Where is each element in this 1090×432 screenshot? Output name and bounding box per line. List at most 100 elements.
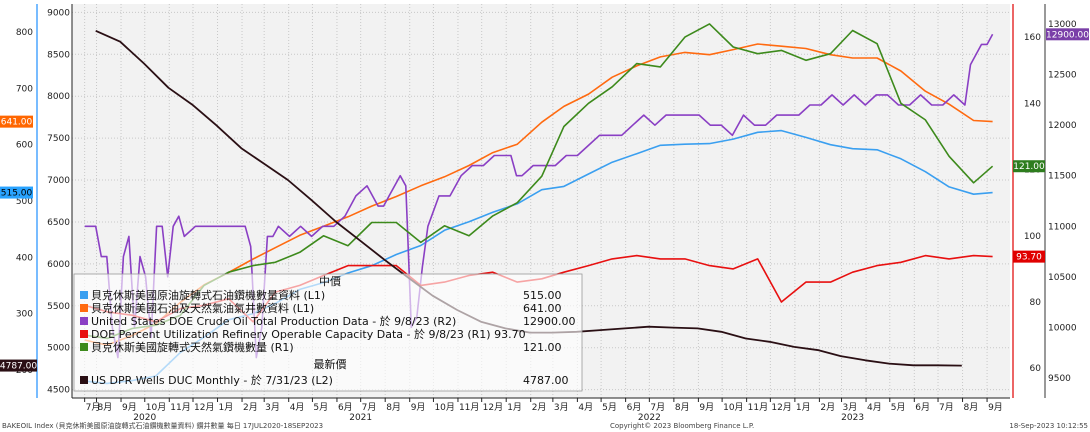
legend-label: US DPR Wells DUC Monthly - 於 7/31/23 (L2… — [91, 373, 333, 387]
tick-label-r2: 12500 — [1048, 71, 1077, 81]
legend-value: 641.00 — [523, 302, 562, 315]
tick-label-r1: 60 — [1030, 364, 1042, 374]
x-tick-label: 6月 — [627, 402, 642, 413]
x-tick-label: 2月 — [820, 402, 835, 413]
x-year-label: 2022 — [638, 413, 661, 423]
x-year-label: 2021 — [349, 413, 372, 423]
tick-label-r2: 10000 — [1048, 323, 1077, 333]
x-tick-label: 10月 — [146, 402, 166, 413]
tick-label-l1: 6000 — [47, 260, 70, 270]
legend-value: 121.00 — [523, 341, 562, 354]
tick-label-l2: 300 — [16, 310, 33, 320]
legend-box — [73, 273, 583, 392]
x-tick-label: 5月 — [602, 402, 617, 413]
tick-label-l1: 5500 — [47, 302, 70, 312]
series-line-2 — [84, 33, 994, 359]
legend-header-last: 最新價 — [314, 357, 347, 371]
legend-header-mid: 中價 — [319, 274, 341, 288]
badge-text: 93.70 — [1016, 253, 1042, 263]
x-tick-label: 3月 — [843, 402, 858, 413]
tick-label-l1: 4500 — [47, 386, 70, 396]
tick-label-r2: 11000 — [1048, 222, 1077, 232]
axes: 4500 5000 5500 6000 6500 7000 7500 8000 8500 9000… — [16, 4, 1077, 399]
footer-timestamp: 18-Sep-2023 10:12:55 — [1009, 422, 1088, 430]
x-tick-label: 1月 — [219, 402, 234, 413]
legend-label: 貝克休斯美國石油及天然氣油氣井數資料 (L1) — [91, 301, 314, 315]
badge-box — [0, 186, 33, 199]
x-tick-label: 9月 — [699, 402, 714, 413]
x-tick-label: 3月 — [265, 402, 280, 413]
legend-value: 12900.00 — [523, 315, 576, 328]
tick-label-r2: 13000 — [1048, 20, 1077, 30]
x-tick-label: 5月 — [313, 402, 328, 413]
tick-label-l1: 5000 — [47, 344, 70, 354]
x-tick-label: 4月 — [290, 402, 305, 413]
x-tick-label: 9月 — [411, 402, 426, 413]
x-tick-label: 7月 — [362, 402, 377, 413]
tick-label-l2: 600 — [16, 141, 33, 151]
x-tick-label: 8月 — [98, 402, 113, 413]
badge-text: 515.00 — [1, 189, 33, 199]
x-tick-label: 2月 — [532, 402, 547, 413]
badge-text: 641.00 — [1, 118, 33, 128]
tick-label-l2: 700 — [16, 84, 33, 94]
footer-copyright: Copyright© 2023 Bloomberg Finance L.P. — [610, 422, 754, 430]
x-tick-label: 1月 — [796, 402, 811, 413]
tick-label-l1: 6500 — [47, 218, 70, 228]
tick-label-r2: 11500 — [1048, 172, 1077, 182]
x-year-label: 2020 — [133, 413, 156, 423]
tick-label-r2: 9500 — [1048, 374, 1071, 384]
tick-label-l1: 7000 — [47, 176, 70, 186]
tick-label-r1: 80 — [1030, 298, 1042, 308]
legend-swatch — [80, 291, 88, 299]
tick-label-l2: 400 — [16, 253, 33, 263]
x-tick-label: 7月 — [939, 402, 954, 413]
tick-label-r2: 12000 — [1048, 121, 1077, 131]
legend-swatch — [80, 317, 88, 325]
tick-label-r1: 100 — [1024, 232, 1041, 242]
x-tick-label: 4月 — [867, 402, 882, 413]
legend-swatch — [80, 304, 88, 312]
x-tick-label: 9月 — [122, 402, 137, 413]
badge-text: 121.00 — [1013, 162, 1045, 172]
tick-label-l1: 8000 — [47, 92, 70, 102]
tick-label-l1: 7500 — [47, 134, 70, 144]
legend-swatch — [80, 330, 88, 338]
x-tick-label: 12月 — [483, 402, 503, 413]
axis-value-badges: 641.00 515.00 4787.00 12900.00 121.00 93.70 — [0, 28, 1089, 372]
x-tick-label: 3月 — [554, 402, 569, 413]
legend-label: DOE Percent Utilization Refinery Operabl… — [91, 327, 526, 341]
x-tick-label: 12月 — [194, 402, 214, 413]
tick-label-l1: 8500 — [47, 50, 70, 60]
x-tick-label: 11月 — [748, 402, 768, 413]
x-tick-label: 9月 — [988, 402, 1003, 413]
badge-text: 4787.00 — [0, 362, 37, 372]
badge-box — [1013, 250, 1045, 263]
x-tick-label: 11月 — [459, 402, 479, 413]
tick-label-r1: 140 — [1024, 99, 1041, 109]
badge-text: 12900.00 — [1046, 30, 1089, 40]
x-tick-label: 8月 — [675, 402, 690, 413]
tick-label-l2: 500 — [16, 197, 33, 207]
legend-label: 貝克休斯美國旋轉式天然氣鑽機數量 (R1) — [91, 340, 294, 354]
x-tick-label: 12月 — [771, 402, 791, 413]
legend-swatch — [80, 376, 88, 384]
tick-label-r1: 160 — [1024, 33, 1041, 43]
legend-value: 4787.00 — [523, 374, 569, 387]
series-line-4 — [84, 23, 994, 340]
x-tick-label: 6月 — [338, 402, 353, 413]
x-tick-label: 11月 — [170, 402, 190, 413]
badge-box — [0, 115, 33, 128]
tick-label-r2: 10500 — [1048, 273, 1077, 283]
x-tick-label: 4月 — [578, 402, 593, 413]
x-tick-label: 5月 — [891, 402, 906, 413]
legend-swatch — [80, 343, 88, 351]
x-tick-label: 8月 — [386, 402, 401, 413]
x-tick-label: 6月 — [915, 402, 930, 413]
legend-label: 貝克休斯美國原油旋轉式石油鑽機數量資料 (L1) — [91, 288, 325, 302]
x-year-label: 2023 — [841, 413, 864, 423]
badge-box — [1013, 160, 1045, 173]
